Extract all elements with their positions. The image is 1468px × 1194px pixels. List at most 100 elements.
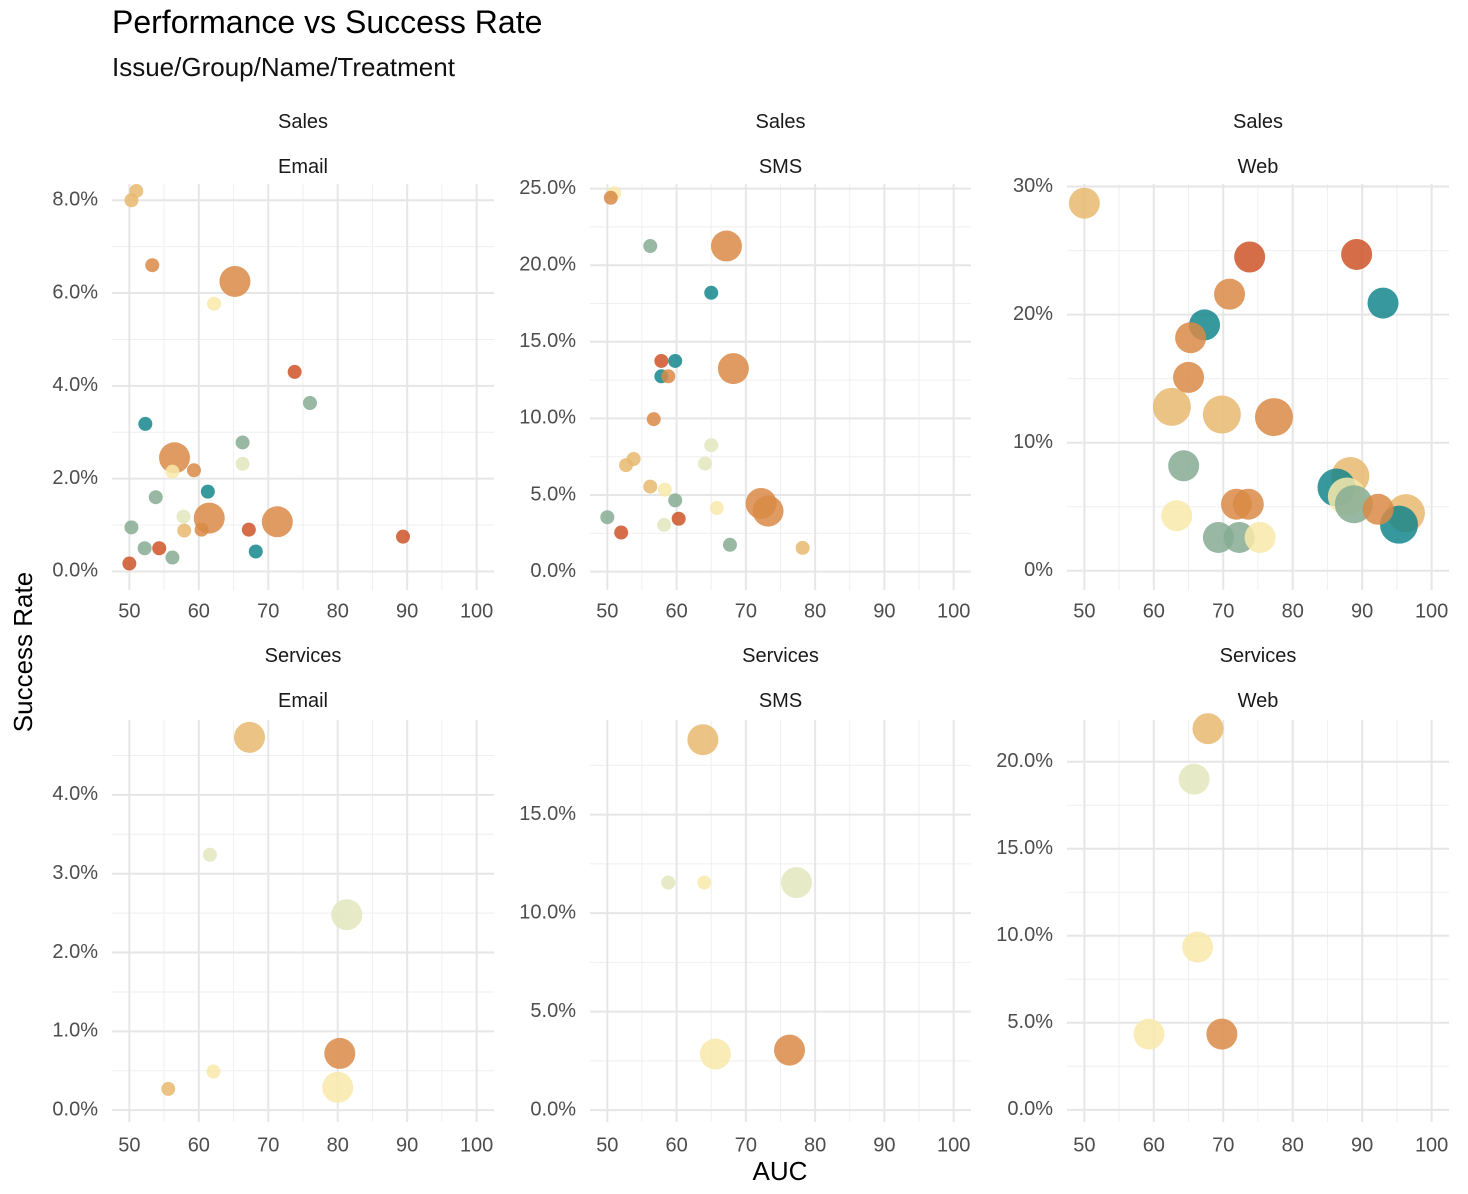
facet-group-label: Sales xyxy=(1233,111,1283,133)
data-point xyxy=(396,529,411,544)
x-tick-label: 100 xyxy=(1415,600,1448,622)
data-point xyxy=(165,464,180,479)
data-point xyxy=(302,396,317,411)
data-point xyxy=(1367,287,1399,319)
data-point xyxy=(248,544,263,559)
y-tick-label: 20.0% xyxy=(996,750,1053,772)
data-point xyxy=(643,479,658,494)
data-point xyxy=(1175,322,1207,354)
data-point xyxy=(661,369,676,384)
data-point xyxy=(287,364,302,379)
data-point xyxy=(697,456,712,471)
data-point xyxy=(717,353,749,385)
data-point xyxy=(161,1081,176,1096)
x-tick-label: 70 xyxy=(1212,1134,1234,1156)
data-point xyxy=(657,482,672,497)
y-tick-label: 15.0% xyxy=(519,330,576,352)
data-point xyxy=(129,183,144,198)
y-tick-label: 6.0% xyxy=(52,281,98,303)
y-tick-label: 0.0% xyxy=(1007,1098,1053,1120)
data-point xyxy=(1202,395,1241,434)
data-point xyxy=(202,847,217,862)
facet-group-label: Sales xyxy=(278,111,328,133)
x-tick-label: 80 xyxy=(804,1134,826,1156)
data-point xyxy=(324,1037,356,1069)
facet-channel-label: Email xyxy=(278,156,328,178)
data-point xyxy=(1244,521,1276,553)
data-point xyxy=(331,899,363,931)
data-point xyxy=(654,353,669,368)
facet-group-label: Services xyxy=(1220,645,1297,667)
data-point xyxy=(722,537,737,552)
x-tick-label: 80 xyxy=(327,1134,349,1156)
data-point xyxy=(687,724,719,756)
x-tick-label: 50 xyxy=(596,600,618,622)
data-point xyxy=(1341,238,1373,270)
data-point xyxy=(671,511,686,526)
data-point xyxy=(646,412,661,427)
data-point xyxy=(1254,398,1293,437)
y-tick-label: 20% xyxy=(1013,303,1053,325)
x-tick-label: 80 xyxy=(327,600,349,622)
x-tick-label: 60 xyxy=(1143,600,1165,622)
x-tick-label: 90 xyxy=(873,600,895,622)
data-point xyxy=(165,550,180,565)
data-point xyxy=(697,875,712,890)
panel-services-email: Services Email 50 60 70 80 90 100 0.0% 1.0% 2.0% 3.… xyxy=(52,645,494,1156)
facet-channel-label: Web xyxy=(1238,156,1279,178)
data-point xyxy=(1206,1018,1238,1050)
facet-channel-label: Email xyxy=(278,690,328,712)
data-point xyxy=(235,456,250,471)
data-point xyxy=(206,1064,221,1079)
x-tick-label: 90 xyxy=(396,600,418,622)
x-tick-label: 90 xyxy=(396,1134,418,1156)
x-tick-label: 100 xyxy=(460,600,493,622)
data-point xyxy=(1133,1018,1165,1050)
y-tick-label: 10.0% xyxy=(519,407,576,429)
y-tick-label: 10.0% xyxy=(519,901,576,923)
facet-channel-label: Web xyxy=(1238,690,1279,712)
data-point xyxy=(1182,931,1214,963)
data-point xyxy=(234,721,266,753)
panel-sales-email: Sales Email 50 60 70 80 90 100 0.0% 2.0% 4.0% 6.0% 8… xyxy=(52,111,494,622)
y-tick-label: 0% xyxy=(1024,559,1053,581)
data-point xyxy=(200,484,215,499)
x-tick-label: 70 xyxy=(1212,600,1234,622)
data-point xyxy=(774,1034,806,1066)
data-point xyxy=(145,258,160,273)
chart-subtitle: Issue/Group/Name/Treatment xyxy=(112,52,455,82)
y-tick-label: 2.0% xyxy=(52,941,98,963)
data-point xyxy=(1068,187,1100,219)
y-tick-label: 4.0% xyxy=(52,783,98,805)
panel-sales-web: Sales Web 50 60 70 80 90 100 0% 10% 20% 30% xyxy=(1013,111,1449,622)
y-tick-label: 0.0% xyxy=(530,560,576,582)
data-point xyxy=(699,1038,731,1070)
data-point xyxy=(1232,488,1264,520)
x-tick-label: 60 xyxy=(188,600,210,622)
data-point xyxy=(600,510,615,525)
data-point xyxy=(619,458,634,473)
y-tick-label: 3.0% xyxy=(52,862,98,884)
data-point xyxy=(643,239,658,254)
x-tick-label: 70 xyxy=(257,600,279,622)
x-tick-label: 60 xyxy=(665,600,687,622)
x-tick-label: 90 xyxy=(1351,1134,1373,1156)
x-tick-label: 100 xyxy=(460,1134,493,1156)
x-tick-label: 60 xyxy=(665,1134,687,1156)
data-point xyxy=(1214,278,1246,310)
facet-group-label: Services xyxy=(742,645,819,667)
data-point xyxy=(709,501,724,516)
y-tick-label: 10% xyxy=(1013,431,1053,453)
y-tick-label: 0.0% xyxy=(52,560,98,582)
data-point xyxy=(661,875,676,890)
x-tick-label: 80 xyxy=(804,600,826,622)
data-point xyxy=(194,522,209,537)
x-tick-label: 50 xyxy=(118,600,140,622)
data-point xyxy=(1362,493,1394,525)
x-tick-label: 70 xyxy=(257,1134,279,1156)
data-point xyxy=(1178,763,1210,795)
data-point xyxy=(614,525,629,540)
data-point xyxy=(668,353,683,368)
x-tick-label: 100 xyxy=(1415,1134,1448,1156)
data-point xyxy=(668,493,683,508)
